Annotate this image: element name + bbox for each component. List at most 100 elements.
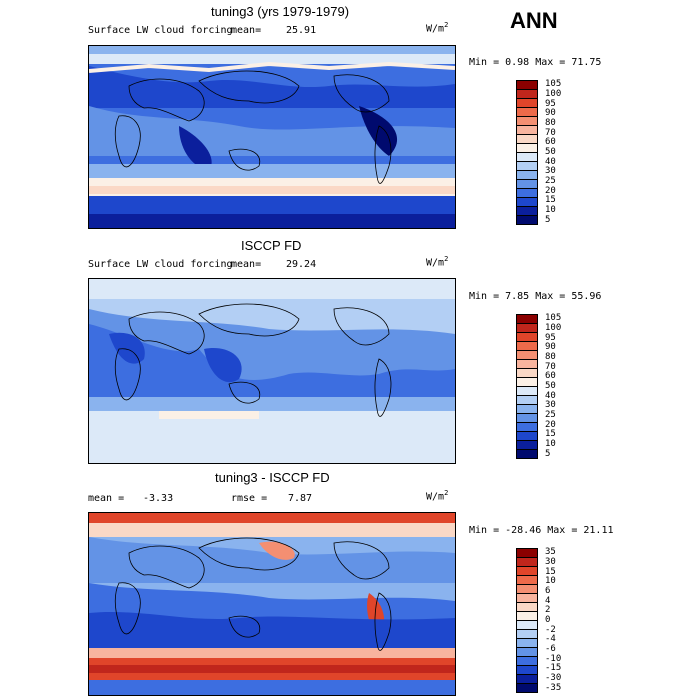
colorbar-label: -10 — [545, 653, 562, 664]
panel2-title: ISCCP FD — [241, 238, 302, 253]
colorbar-swatch — [517, 324, 537, 333]
colorbar-label: 80 — [545, 117, 556, 128]
panel3-mean-label: mean = — [88, 493, 125, 504]
colorbar-label: -30 — [545, 672, 562, 683]
panel2-colorbar — [516, 314, 538, 459]
colorbar-label: 105 — [545, 313, 562, 324]
colorbar-label: 10 — [545, 204, 556, 215]
panel1-colorbar-labels: 105 100 95 90 80 70 60 50 40 30 25 20 15… — [545, 80, 561, 225]
colorbar-swatch — [517, 81, 537, 90]
colorbar-swatch — [517, 207, 537, 216]
colorbar-swatch — [517, 630, 537, 639]
colorbar-label: 20 — [545, 419, 556, 430]
colorbar-label: 30 — [545, 556, 556, 567]
colorbar-label: 70 — [545, 127, 556, 138]
colorbar-swatch — [517, 639, 537, 648]
colorbar-swatch — [517, 396, 537, 405]
colorbar-swatch — [517, 684, 537, 692]
panel1-map — [88, 45, 456, 229]
colorbar-label: 25 — [545, 409, 556, 420]
colorbar-label: 15 — [545, 429, 556, 440]
colorbar-label: -6 — [545, 643, 556, 654]
colorbar-label: 25 — [545, 175, 556, 186]
colorbar-swatch — [517, 567, 537, 576]
panel3-minmax: Min = -28.46 Max = 21.11 — [469, 525, 614, 536]
colorbar-label: 95 — [545, 332, 556, 343]
colorbar-label: 60 — [545, 371, 556, 382]
colorbar-swatch — [517, 648, 537, 657]
colorbar-swatch — [517, 162, 537, 171]
colorbar-label: 10 — [545, 438, 556, 449]
colorbar-swatch — [517, 171, 537, 180]
colorbar-swatch — [517, 621, 537, 630]
colorbar-label: 6 — [545, 585, 551, 596]
colorbar-label: 0 — [545, 614, 551, 625]
colorbar-label: -4 — [545, 634, 556, 645]
colorbar-swatch — [517, 414, 537, 423]
colorbar-swatch — [517, 441, 537, 450]
colorbar-label: 95 — [545, 98, 556, 109]
panel2-map — [88, 278, 456, 464]
colorbar-label: 90 — [545, 108, 556, 119]
colorbar-label: 15 — [545, 195, 556, 206]
colorbar-swatch — [517, 576, 537, 585]
colorbar-swatch — [517, 315, 537, 324]
colorbar-label: 50 — [545, 380, 556, 391]
panel2-map-field — [89, 279, 455, 463]
panel1-mean-value: 25.91 — [286, 25, 317, 36]
colorbar-swatch — [517, 117, 537, 126]
colorbar-label: 70 — [545, 361, 556, 372]
panel3-rmse-label: rmse = — [231, 493, 268, 504]
colorbar-label: 80 — [545, 351, 556, 362]
colorbar-label: 100 — [545, 322, 562, 333]
colorbar-swatch — [517, 657, 537, 666]
colorbar-swatch — [517, 423, 537, 432]
colorbar-swatch — [517, 108, 537, 117]
colorbar-swatch — [517, 558, 537, 567]
colorbar-swatch — [517, 387, 537, 396]
colorbar-swatch — [517, 360, 537, 369]
colorbar-swatch — [517, 198, 537, 207]
panel3-colorbar-labels: 35 30 15 10 6 4 2 0 -2 -4 -6 -10 -15 -30… — [545, 548, 561, 693]
colorbar-swatch — [517, 351, 537, 360]
panel3-map — [88, 512, 456, 696]
colorbar-label: 20 — [545, 185, 556, 196]
panel3-units: W/m2 — [426, 489, 449, 503]
colorbar-swatch — [517, 675, 537, 684]
panel2-colorbar-labels: 105 100 95 90 80 70 60 50 40 30 25 20 15… — [545, 314, 561, 459]
panel2-mean-label: mean= — [231, 259, 262, 270]
panel3-map-field — [89, 513, 455, 695]
colorbar-label: 50 — [545, 146, 556, 157]
panel1-mean-label: mean= — [231, 25, 262, 36]
colorbar-swatch — [517, 594, 537, 603]
panel3-colorbar — [516, 548, 538, 693]
colorbar-swatch — [517, 603, 537, 612]
colorbar-label: 60 — [545, 137, 556, 148]
colorbar-swatch — [517, 189, 537, 198]
colorbar-label: 4 — [545, 595, 551, 606]
panel1-units: W/m2 — [426, 21, 449, 35]
panel1-minmax: Min = 0.98 Max = 71.75 — [469, 57, 602, 68]
colorbar-swatch — [517, 90, 537, 99]
panel3-rmse-value: 7.87 — [288, 493, 313, 504]
colorbar-swatch — [517, 369, 537, 378]
colorbar-swatch — [517, 666, 537, 675]
colorbar-label: 15 — [545, 566, 556, 577]
colorbar-swatch — [517, 405, 537, 414]
colorbar-label: -15 — [545, 663, 562, 674]
panel1-map-field — [89, 46, 455, 228]
colorbar-label: 10 — [545, 576, 556, 587]
colorbar-swatch — [517, 153, 537, 162]
panel1-colorbar — [516, 80, 538, 225]
colorbar-swatch — [517, 99, 537, 108]
colorbar-label: 5 — [545, 448, 551, 459]
colorbar-swatch — [517, 342, 537, 351]
season-label: ANN — [510, 8, 558, 33]
colorbar-label: -2 — [545, 624, 556, 635]
panel2-units: W/m2 — [426, 255, 449, 269]
colorbar-swatch — [517, 450, 537, 458]
colorbar-label: 30 — [545, 400, 556, 411]
colorbar-swatch — [517, 432, 537, 441]
colorbar-label: 35 — [545, 547, 556, 558]
colorbar-swatch — [517, 180, 537, 189]
